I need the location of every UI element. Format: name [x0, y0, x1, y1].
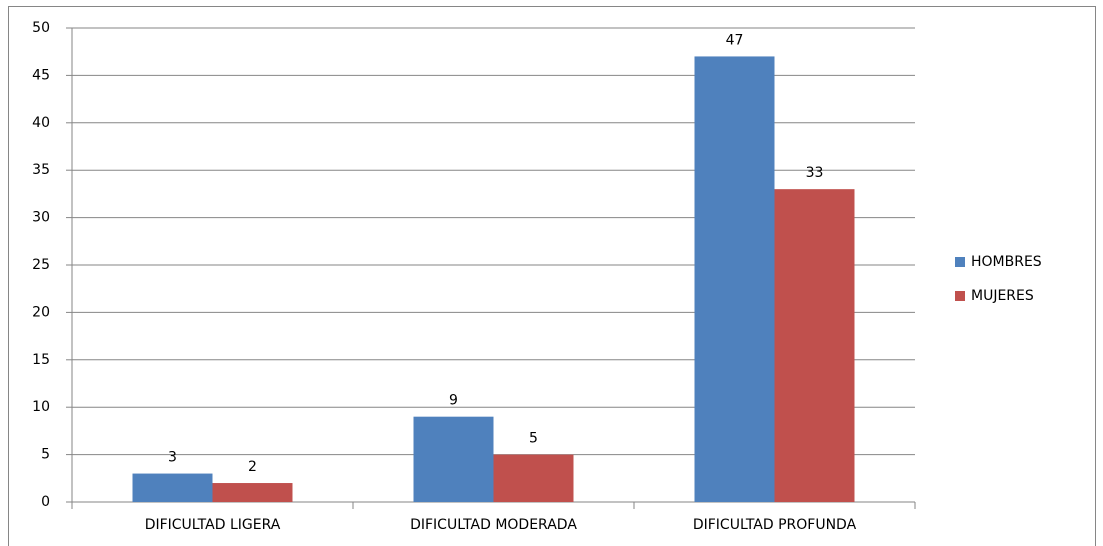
data-label: 9: [449, 393, 458, 409]
y-tick-label: 10: [32, 399, 50, 415]
data-label: 5: [529, 431, 538, 447]
legend-label: MUJERES: [971, 288, 1034, 304]
chart-frame: [8, 6, 1096, 546]
y-tick-label: 50: [32, 20, 50, 36]
data-label: 2: [248, 459, 257, 475]
y-tick-label: 15: [32, 352, 50, 368]
x-tick-label: DIFICULTAD MODERADA: [410, 517, 577, 533]
y-tick-label: 25: [32, 257, 50, 273]
x-tick-label: DIFICULTAD PROFUNDA: [693, 517, 857, 533]
x-tick-label: DIFICULTAD LIGERA: [145, 517, 281, 533]
y-tick-label: 30: [32, 210, 50, 226]
y-tick-label: 35: [32, 162, 50, 178]
bar: [493, 454, 574, 502]
y-tick-label: 20: [32, 304, 50, 320]
bar: [694, 56, 775, 502]
bar: [212, 483, 293, 502]
bar: [774, 189, 855, 502]
y-tick-label: 45: [32, 67, 50, 83]
bar: [132, 473, 213, 502]
data-label: 3: [168, 450, 177, 466]
y-tick-label: 0: [41, 494, 50, 510]
data-label: 33: [806, 165, 824, 181]
bar: [413, 416, 494, 502]
legend-swatch: [955, 291, 965, 301]
y-tick-label: 5: [41, 447, 50, 463]
legend-swatch: [955, 257, 965, 267]
legend-label: HOMBRES: [971, 254, 1042, 270]
y-tick-label: 40: [32, 115, 50, 131]
data-label: 47: [726, 32, 744, 48]
